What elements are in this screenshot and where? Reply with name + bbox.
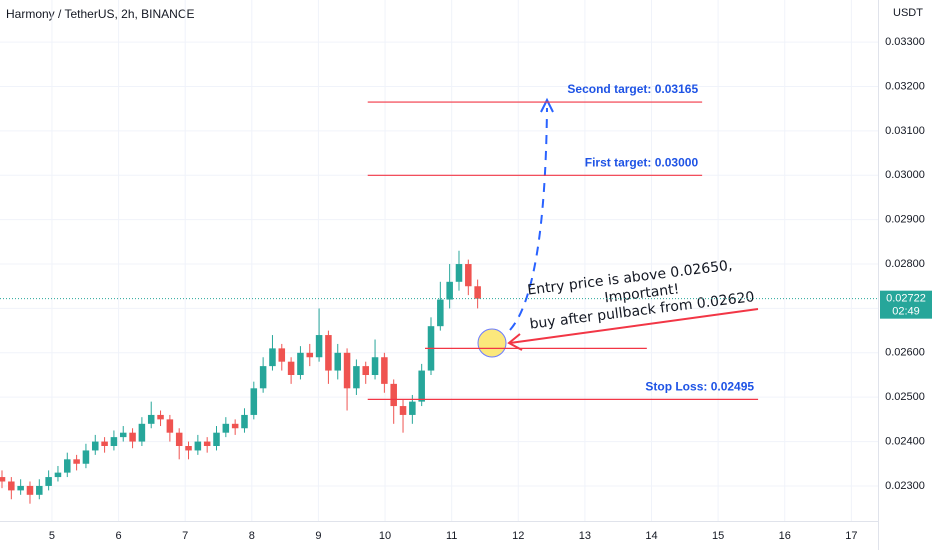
chart-title: Harmony / TetherUS, 2h, BINANCE xyxy=(6,7,195,21)
candle-body xyxy=(315,335,323,358)
candle-body xyxy=(241,414,248,429)
candle-body xyxy=(138,423,146,442)
y-tick-label: 0.02600 xyxy=(885,347,925,359)
candle-body xyxy=(418,370,425,402)
candle-body xyxy=(381,357,388,384)
candle-body xyxy=(185,446,192,451)
candle-body xyxy=(110,437,118,447)
candle-body xyxy=(119,432,127,438)
candle-body xyxy=(390,383,397,407)
candle-body xyxy=(73,459,80,464)
candle-body xyxy=(157,414,164,420)
projection-path xyxy=(509,107,548,331)
countdown-label: 02:49 xyxy=(892,306,920,318)
y-tick-label: 0.02900 xyxy=(885,214,925,226)
x-tick-label: 13 xyxy=(579,530,591,542)
candle-body xyxy=(353,366,360,389)
entry-arrow xyxy=(509,308,759,344)
x-tick-label: 15 xyxy=(712,530,724,542)
candle-body xyxy=(259,366,267,389)
y-tick-label: 0.02300 xyxy=(885,480,925,492)
currency: USDT xyxy=(893,7,923,19)
candle-body xyxy=(325,335,332,371)
entry-circle xyxy=(477,328,507,358)
y-tick-label: 0.02400 xyxy=(885,435,925,447)
x-tick-label: 6 xyxy=(116,530,122,542)
x-tick-label: 16 xyxy=(779,530,791,542)
candle-body xyxy=(269,348,276,367)
candle-body xyxy=(0,477,6,482)
candle-body xyxy=(175,432,183,447)
candle-body xyxy=(64,459,71,473)
candle-body xyxy=(455,264,463,282)
candle-body xyxy=(147,414,155,424)
candle-body xyxy=(8,481,15,491)
x-tick-label: 8 xyxy=(249,530,255,542)
y-tick-label: 0.03200 xyxy=(885,80,925,92)
y-tick-label: 0.03000 xyxy=(885,169,925,181)
candle-body xyxy=(194,441,202,451)
x-tick-label: 17 xyxy=(845,530,857,542)
x-tick-label: 9 xyxy=(315,530,321,542)
candle-body xyxy=(446,281,453,300)
candle-body xyxy=(45,477,52,486)
candle-body xyxy=(36,485,43,495)
x-tick-label: 11 xyxy=(446,530,457,542)
x-tick-label: 14 xyxy=(645,530,657,542)
y-tick-label: 0.03300 xyxy=(885,36,925,48)
candle-body xyxy=(17,485,24,491)
entry-arrow-head xyxy=(507,333,523,351)
candle-body xyxy=(231,423,239,429)
candle-body xyxy=(399,406,407,415)
candle-body xyxy=(26,485,34,495)
candle-body xyxy=(297,352,304,375)
last-price-label: 0.02722 xyxy=(886,293,926,305)
candle-body xyxy=(278,348,286,362)
candle-body xyxy=(371,357,379,375)
last-price-box xyxy=(880,290,932,319)
projection-arrow xyxy=(540,97,554,113)
candle-body xyxy=(465,264,472,287)
x-tick-label: 7 xyxy=(182,530,188,542)
y-tick-label: 0.02500 xyxy=(885,391,925,403)
candle-body xyxy=(437,299,444,327)
x-tick-label: 12 xyxy=(512,530,524,542)
candle-body xyxy=(54,472,62,478)
candle-body xyxy=(82,450,90,464)
candle-body xyxy=(101,441,108,447)
candle-body xyxy=(474,286,481,299)
x-tick-label: 5 xyxy=(49,530,55,542)
y-tick-label: 0.03100 xyxy=(885,125,925,137)
plot xyxy=(0,0,878,521)
level-label: First target: 0.03000 xyxy=(585,155,699,169)
candle-body xyxy=(334,352,342,371)
candle-body xyxy=(129,432,136,442)
candle-body xyxy=(166,419,174,433)
y-tick-label: 0.02800 xyxy=(885,258,925,270)
candle-body xyxy=(343,352,351,389)
candle-body xyxy=(287,361,295,375)
candle-body xyxy=(91,441,99,451)
candle-body xyxy=(250,388,258,415)
candle-body xyxy=(222,423,230,433)
level-label: Stop Loss: 0.02495 xyxy=(645,380,754,394)
x-tick-label: 10 xyxy=(379,530,391,542)
candle-body xyxy=(203,441,211,447)
candle-body xyxy=(362,366,369,375)
level-label: Second target: 0.03165 xyxy=(567,82,698,96)
candle-body xyxy=(409,401,416,415)
candle-body xyxy=(213,432,220,447)
candle-body xyxy=(306,352,314,358)
